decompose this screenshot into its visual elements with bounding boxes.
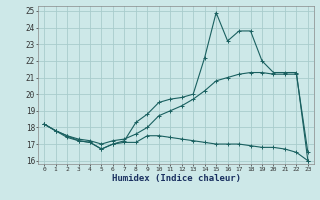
X-axis label: Humidex (Indice chaleur): Humidex (Indice chaleur) bbox=[111, 174, 241, 183]
